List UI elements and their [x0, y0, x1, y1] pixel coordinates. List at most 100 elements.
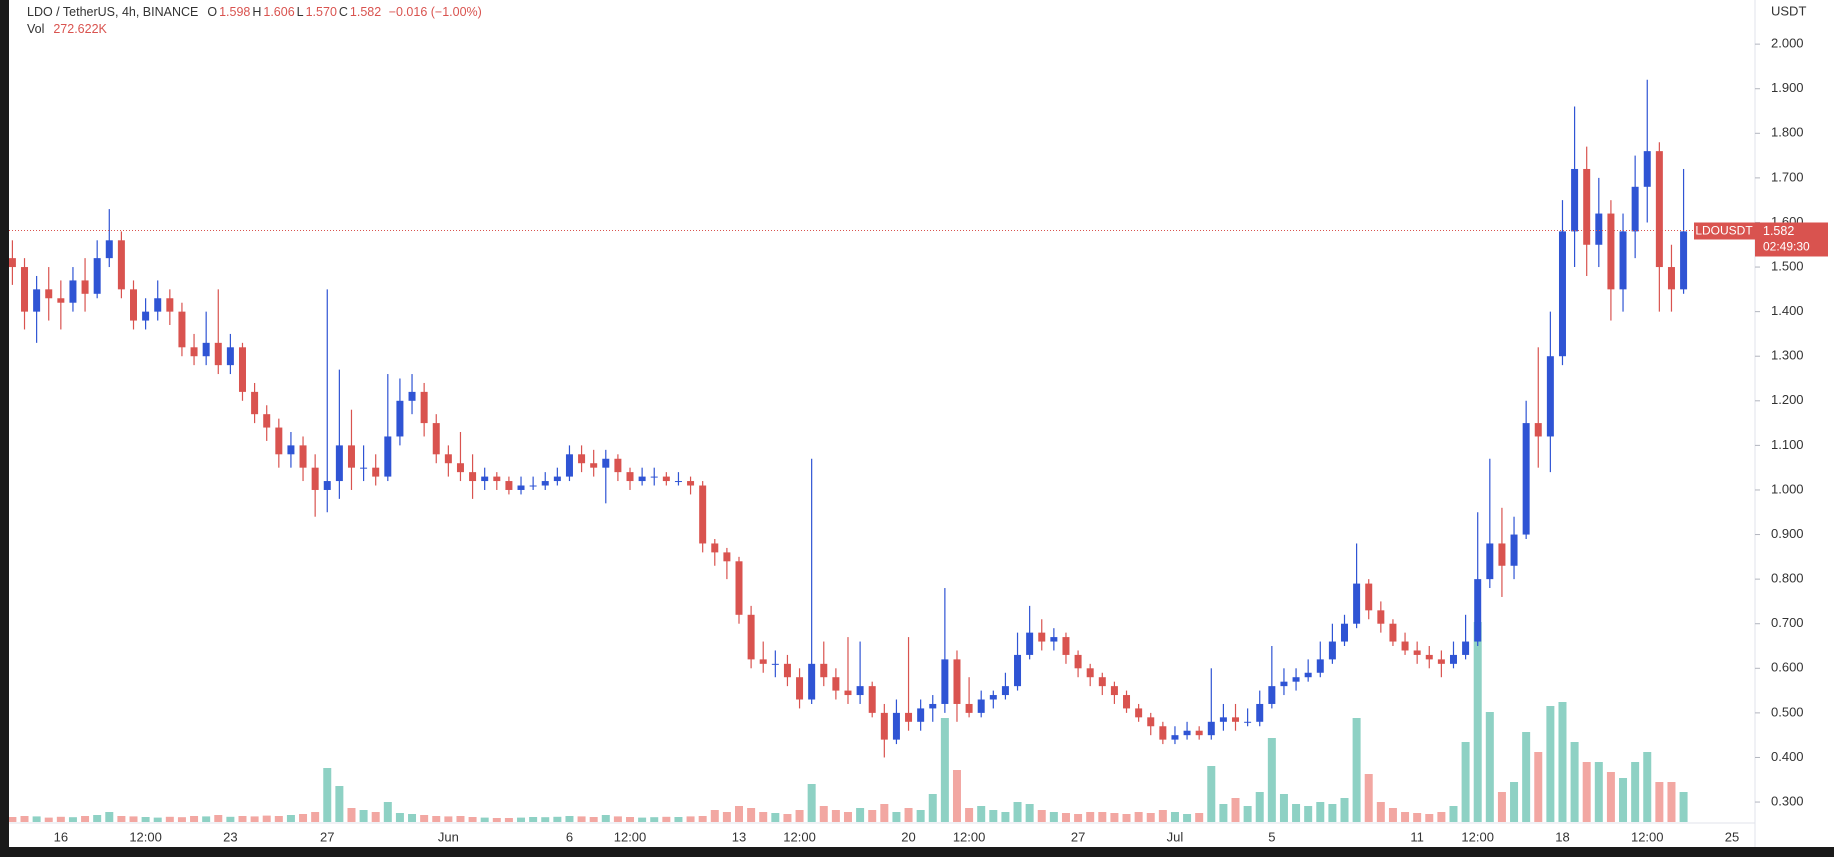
candle-body [372, 467, 380, 477]
candle-body [311, 467, 319, 490]
volume-bar [1134, 812, 1143, 822]
candle-body [844, 690, 852, 696]
volume-bar [1570, 742, 1579, 822]
volume-bar [613, 816, 622, 822]
volume-bar [1497, 792, 1506, 822]
volume-bar [626, 817, 635, 822]
volume-bar [286, 815, 295, 822]
volume-bar [843, 812, 852, 822]
candle-body [505, 481, 513, 490]
candle-body [662, 476, 670, 482]
candle-body [578, 454, 586, 464]
volume-bar [1122, 814, 1131, 822]
x-tick-label: 12:00 [783, 829, 816, 844]
price-tag-name: LDOUSDT [1695, 224, 1753, 238]
volume-bar [504, 818, 513, 822]
candle-body [1268, 686, 1276, 704]
volume-bar [856, 808, 865, 822]
candle-body [1437, 659, 1445, 664]
volume-bar [141, 817, 150, 822]
volume-bar [529, 817, 538, 822]
candle-body [81, 280, 89, 294]
candle-body [553, 476, 561, 482]
candle-body [1558, 231, 1566, 357]
ohlc-key: C [338, 5, 348, 19]
candle-body [674, 481, 682, 483]
volume-bar [553, 816, 562, 822]
candle-body [1001, 686, 1009, 696]
candle-body [1353, 583, 1361, 624]
candle-body [1365, 583, 1373, 611]
volume-bar [1110, 813, 1119, 822]
candle-body [263, 414, 271, 428]
volume-bar [250, 816, 259, 822]
candle-body [384, 436, 392, 477]
candle-body [1304, 672, 1312, 678]
volume-bar [1098, 812, 1107, 822]
candle-body [1571, 168, 1579, 232]
x-tick-label: 13 [732, 829, 746, 844]
volume-bar [20, 816, 29, 822]
volume-bar [1631, 762, 1640, 822]
volume-bar [1255, 792, 1264, 822]
ohlc-value: 1.570 [305, 5, 337, 19]
volume-bar [1001, 812, 1010, 822]
symbol: LDO / TetherUS, 4h, BINANCE [27, 5, 199, 19]
candle-body [747, 614, 755, 660]
candle-body [1086, 668, 1094, 678]
candle-body [565, 454, 573, 477]
y-tick-label: 1.800 [1771, 125, 1804, 140]
candle-body [614, 458, 622, 473]
candle-body [432, 423, 440, 455]
candle-body [1038, 632, 1046, 642]
ohlc-value: 1.606 [263, 5, 295, 19]
candle-body [21, 267, 29, 312]
y-tick-label: 0.700 [1771, 615, 1804, 630]
price-tag-value: 1.582 [1763, 224, 1794, 238]
x-tick-label: 18 [1555, 829, 1569, 844]
volume-bar [395, 813, 404, 822]
volume-bar [771, 813, 780, 822]
candle-body [1449, 654, 1457, 664]
volume-bar [710, 810, 719, 822]
volume-bar [1086, 812, 1095, 822]
volume-bar [1582, 762, 1591, 822]
volume-bar [68, 817, 77, 822]
x-tick-label: 12:00 [1461, 829, 1494, 844]
volume-bar [1061, 813, 1070, 822]
candle-body [1655, 151, 1663, 268]
volume-bar [371, 812, 380, 822]
volume-row: Vol 272.622K [27, 21, 484, 38]
candle-body [33, 289, 41, 312]
volume-bar [1388, 808, 1397, 822]
volume-bar [274, 816, 283, 822]
volume-bar [1558, 702, 1567, 822]
y-tick-label: 0.300 [1771, 793, 1804, 808]
candle-body [1619, 231, 1627, 290]
volume-bar [698, 816, 707, 822]
candle-body [1171, 735, 1179, 740]
price-tag-bg [1755, 222, 1828, 257]
ohlc-key: O [207, 5, 218, 19]
candle-body [1389, 623, 1397, 642]
volume-bar [93, 815, 102, 822]
candle-body [771, 663, 779, 665]
candle-body [287, 445, 295, 455]
candle-body [941, 659, 949, 704]
candle-body [832, 677, 840, 691]
candle-body [1643, 151, 1651, 187]
y-tick-label: 0.500 [1771, 704, 1804, 719]
candle-body [202, 342, 210, 357]
candle-body [602, 458, 610, 468]
legend-row: LDO / TetherUS, 4h, BINANCE O 1.598 H 1.606… [27, 4, 484, 21]
volume-bar [1461, 742, 1470, 822]
volume-bar [638, 817, 647, 822]
x-tick-label: 25 [1725, 829, 1739, 844]
candle-body [493, 476, 501, 482]
volume-bar [1074, 814, 1083, 822]
volume-bar [480, 817, 489, 822]
volume-bar [262, 815, 271, 822]
volume-bar [1183, 814, 1192, 822]
volume-bar [347, 808, 356, 822]
